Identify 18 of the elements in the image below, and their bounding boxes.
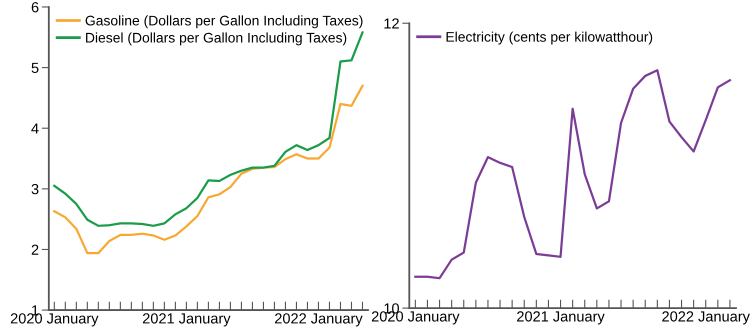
- legend-label: Gasoline (Dollars per Gallon Including Taxes): [86, 15, 362, 28]
- legend-label: Electricity (cents per kilowatthour): [446, 32, 652, 45]
- y-tick-label: 5: [32, 62, 38, 74]
- x-tick-label: 2021 January: [142, 313, 231, 326]
- line-series: [53, 31, 364, 227]
- x-tick-label: 2022 January: [662, 311, 750, 324]
- y-tick-label: 6: [32, 2, 38, 12]
- y-tick-label: 4: [31, 123, 39, 134]
- y-tick-label: 2: [32, 244, 38, 255]
- x-tick-label: 2020 January: [10, 313, 98, 326]
- x-tick-label: 2020 January: [372, 311, 460, 324]
- line-series: [53, 84, 364, 254]
- y-tick-label: 3: [32, 184, 38, 194]
- line-series: [414, 69, 732, 280]
- y-tick-label: 12: [384, 18, 399, 29]
- x-tick-label: 2021 January: [517, 311, 605, 324]
- legend-label: Diesel (Dollars per Gallon Including Taxes): [86, 32, 346, 46]
- x-tick-label: 2022 January: [275, 313, 363, 326]
